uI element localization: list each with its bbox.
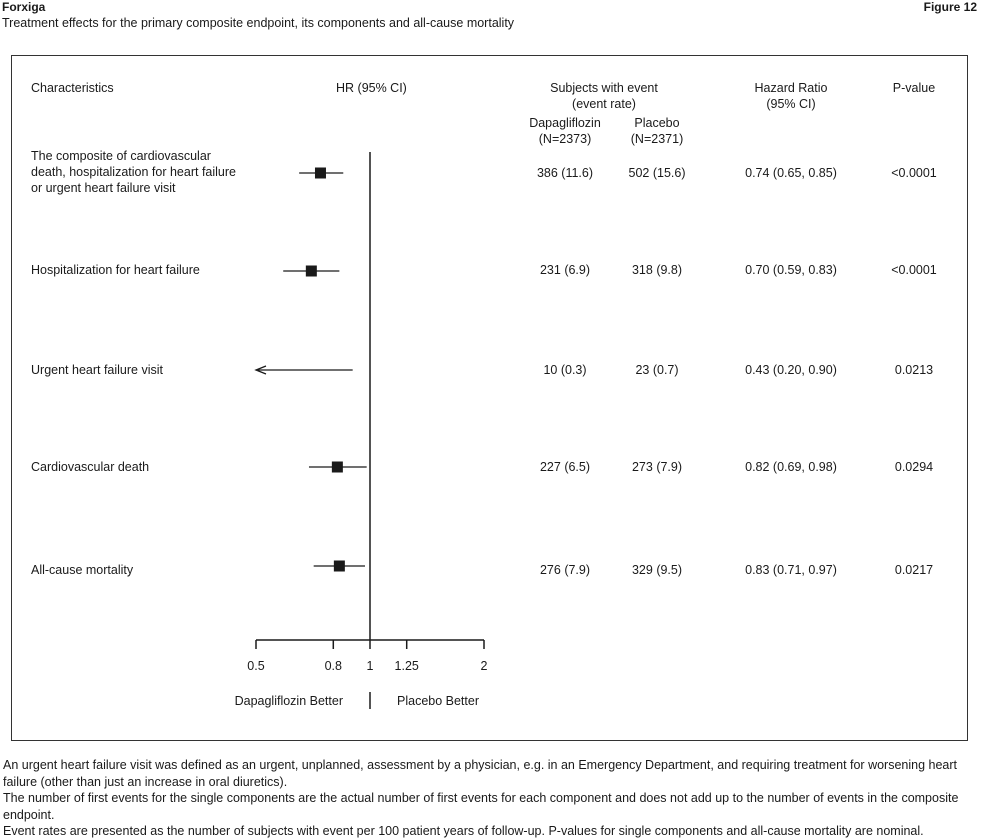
hr-point-marker	[305, 265, 317, 277]
figure-label: Figure 12	[923, 0, 977, 14]
dapa-event-cv-death: 227 (6.5)	[539, 460, 591, 474]
col-header-subjects-line1: Subjects with event	[550, 81, 658, 95]
footnote-3: Event rates are presented as the number …	[3, 824, 924, 838]
hr-text-all-cause: 0.83 (0.71, 0.97)	[745, 563, 837, 577]
placebo-event-all-cause: 329 (9.5)	[631, 563, 683, 577]
col-header-p-value: P-value	[892, 81, 936, 95]
row-label-cv-death: Cardiovascular death	[31, 460, 150, 474]
x-axis-tick-label: 1	[367, 659, 374, 673]
figure-subtitle: Treatment effects for the primary compos…	[2, 16, 515, 30]
p-value-cv-death: 0.0294	[894, 460, 934, 474]
col-header-placebo: Placebo	[634, 116, 680, 130]
ci-arrow-icon	[254, 365, 267, 375]
direction-label-placebo-better: Placebo Better	[397, 694, 479, 708]
placebo-event-hospitalization: 318 (9.8)	[631, 263, 683, 277]
chart-frame	[11, 55, 968, 741]
col-header-placebo-n: (N=2371)	[630, 132, 684, 146]
dapa-event-urgent-visit: 10 (0.3)	[543, 363, 587, 377]
row-label-composite: The composite of cardiovascular death, h…	[31, 149, 236, 195]
footnote-2: The number of first events for the singl…	[3, 791, 959, 822]
placebo-event-urgent-visit: 23 (0.7)	[635, 363, 679, 377]
hr-text-urgent-visit: 0.43 (0.20, 0.90)	[745, 363, 837, 377]
row-label-hospitalization: Hospitalization for heart failure	[31, 263, 200, 277]
row-label-all-cause: All-cause mortality	[31, 563, 134, 577]
p-value-composite: <0.0001	[891, 166, 937, 180]
col-header-dapagliflozin-n: (N=2373)	[538, 132, 592, 146]
x-axis-tick-label: 1.25	[395, 659, 419, 673]
hr-text-cv-death: 0.82 (0.69, 0.98)	[745, 460, 837, 474]
placebo-event-composite: 502 (15.6)	[628, 166, 686, 180]
x-axis-tick-label: 2	[481, 659, 488, 673]
x-axis-tick-label: 0.5	[247, 659, 264, 673]
placebo-event-cv-death: 273 (7.9)	[631, 460, 683, 474]
col-header-subjects-line2: (event rate)	[572, 97, 636, 111]
p-value-all-cause: 0.0217	[894, 563, 934, 577]
p-value-hospitalization: <0.0001	[891, 263, 937, 277]
hr-point-marker	[333, 560, 345, 572]
hr-text-composite: 0.74 (0.65, 0.85)	[745, 166, 837, 180]
hr-text-hospitalization: 0.70 (0.59, 0.83)	[745, 263, 837, 277]
col-header-hazard-ratio: Hazard Ratio	[754, 81, 828, 95]
footnotes: An urgent heart failure visit was define…	[3, 757, 963, 840]
x-axis-tick-label: 0.8	[325, 659, 342, 673]
dapa-event-composite: 386 (11.6)	[536, 166, 594, 180]
p-value-urgent-visit: 0.0213	[894, 363, 934, 377]
col-header-hazard-ci: (95% CI)	[766, 97, 816, 111]
direction-label-dapagliflozin-better: Dapagliflozin Better	[235, 694, 343, 708]
col-header-characteristics: Characteristics	[31, 81, 114, 95]
hr-point-marker	[314, 167, 326, 179]
row-label-urgent-visit: Urgent heart failure visit	[31, 363, 164, 377]
hr-point-marker	[331, 461, 343, 473]
brand-name: Forxiga	[2, 0, 46, 14]
col-header-hr-ci: HR (95% CI)	[336, 81, 407, 95]
footnote-1: An urgent heart failure visit was define…	[3, 758, 958, 789]
col-header-dapagliflozin: Dapagliflozin	[529, 116, 601, 130]
dapa-event-hospitalization: 231 (6.9)	[539, 263, 591, 277]
dapa-event-all-cause: 276 (7.9)	[539, 563, 591, 577]
